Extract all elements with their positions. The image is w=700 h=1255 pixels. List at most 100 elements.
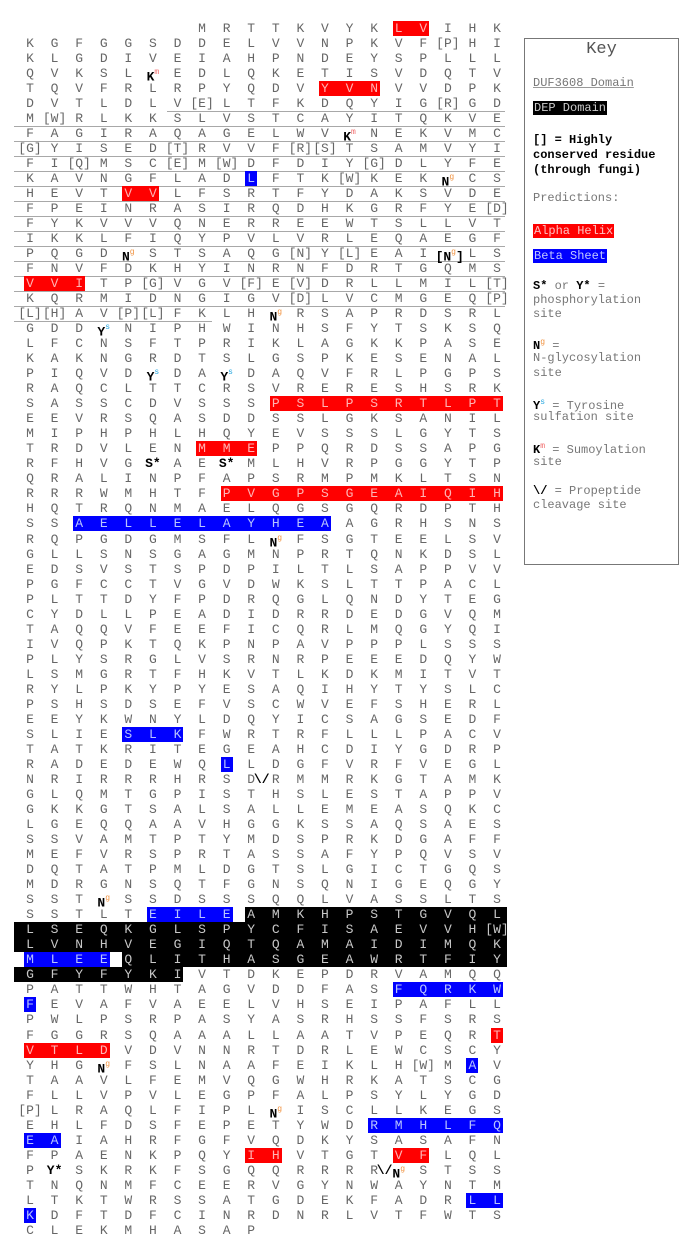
residue: M bbox=[271, 907, 280, 923]
residue: L bbox=[493, 1192, 501, 1208]
residue: P bbox=[26, 982, 34, 998]
residue: M bbox=[468, 772, 477, 787]
residue: S bbox=[493, 245, 501, 261]
residue: F bbox=[271, 95, 280, 111]
residue: L bbox=[173, 185, 182, 201]
residue: G bbox=[124, 35, 133, 51]
residue: D bbox=[99, 50, 108, 66]
residue: L bbox=[468, 1192, 477, 1208]
residue: I bbox=[321, 681, 329, 697]
residue: Q bbox=[148, 411, 157, 427]
residue: R bbox=[468, 306, 477, 322]
residue: T bbox=[222, 967, 231, 983]
key-duf-domain: DUF3608 Domain bbox=[533, 76, 634, 90]
residue: S bbox=[370, 1087, 379, 1103]
residue: R bbox=[345, 1162, 354, 1178]
residue: Q bbox=[296, 681, 305, 697]
residue: R bbox=[247, 726, 256, 742]
residue: T bbox=[99, 1207, 108, 1223]
residue: W bbox=[124, 711, 133, 727]
residue: K bbox=[99, 711, 108, 727]
residue: I bbox=[99, 200, 108, 216]
residue: I bbox=[26, 230, 34, 246]
residue: I bbox=[419, 245, 428, 261]
phosphorylation-mark: * bbox=[152, 456, 161, 472]
residue: K bbox=[124, 922, 133, 938]
residue: K bbox=[198, 306, 206, 322]
residue: V bbox=[321, 696, 329, 712]
residue: Q bbox=[468, 621, 477, 637]
residue: F bbox=[222, 877, 231, 893]
residue: S bbox=[222, 1012, 231, 1028]
residue: E bbox=[493, 185, 501, 201]
residue: S bbox=[321, 997, 329, 1013]
residue: N bbox=[173, 441, 182, 457]
residue: N bbox=[443, 411, 452, 427]
residue: L bbox=[173, 1057, 182, 1073]
residue: F bbox=[493, 832, 501, 848]
residue: D bbox=[468, 711, 477, 727]
residue: L bbox=[443, 892, 452, 908]
alpha-helix-highlight bbox=[491, 1027, 504, 1043]
residue: H bbox=[173, 772, 182, 787]
residue: [D] bbox=[485, 200, 509, 216]
residue: N bbox=[148, 471, 157, 487]
residue: P bbox=[345, 471, 354, 487]
residue: S bbox=[493, 862, 501, 878]
residue: L bbox=[222, 306, 231, 322]
residue: Q bbox=[394, 621, 403, 637]
residue: S bbox=[50, 907, 59, 923]
residue: L bbox=[370, 726, 379, 742]
residue: P bbox=[493, 741, 501, 757]
residue: [W] bbox=[485, 922, 509, 938]
key-cleave: \/ = Propeptide bbox=[533, 484, 641, 498]
residue: P bbox=[296, 546, 305, 562]
residue: N bbox=[124, 200, 133, 216]
residue: L bbox=[148, 95, 157, 111]
residue: Q bbox=[443, 802, 452, 818]
residue: M bbox=[26, 952, 34, 968]
residue: S bbox=[296, 351, 305, 367]
residue: G bbox=[50, 576, 59, 592]
residue: Q bbox=[247, 245, 256, 261]
residue: V bbox=[198, 967, 206, 983]
residue: D bbox=[370, 441, 379, 457]
residue: Y bbox=[370, 321, 379, 337]
residue: L bbox=[50, 1102, 59, 1118]
residue: I bbox=[198, 50, 206, 66]
residue: M bbox=[198, 1072, 206, 1088]
residue: T bbox=[222, 847, 231, 863]
residue: A bbox=[222, 245, 231, 261]
residue: R bbox=[394, 396, 403, 412]
residue: P bbox=[443, 561, 452, 577]
residue: M bbox=[247, 546, 256, 562]
residue: R bbox=[222, 336, 231, 352]
residue: Y bbox=[419, 591, 428, 607]
residue: A bbox=[173, 411, 182, 427]
residue: V bbox=[345, 291, 354, 307]
residue: P bbox=[173, 681, 182, 697]
residue: T bbox=[124, 862, 133, 878]
residue: G bbox=[443, 862, 452, 878]
residue: H bbox=[468, 35, 477, 51]
residue: L bbox=[26, 922, 34, 938]
residue: A bbox=[443, 772, 452, 787]
residue: A bbox=[247, 1057, 256, 1073]
residue: K bbox=[271, 65, 280, 81]
residue: S bbox=[394, 892, 403, 908]
residue: R bbox=[247, 1207, 256, 1223]
residue: S bbox=[271, 847, 280, 863]
residue: G bbox=[173, 937, 182, 953]
residue: H bbox=[173, 260, 182, 276]
residue: K bbox=[75, 351, 84, 367]
residue: Q bbox=[173, 877, 182, 893]
residue: Y bbox=[222, 1147, 231, 1163]
beta-sheet-highlight bbox=[146, 907, 233, 923]
residue: V bbox=[26, 276, 34, 291]
residue: M bbox=[26, 426, 34, 442]
residue: S bbox=[222, 185, 231, 201]
residue: F bbox=[493, 711, 501, 727]
residue: A bbox=[148, 125, 157, 141]
beta-sheet-highlight bbox=[24, 1207, 36, 1223]
residue: L bbox=[468, 245, 477, 261]
